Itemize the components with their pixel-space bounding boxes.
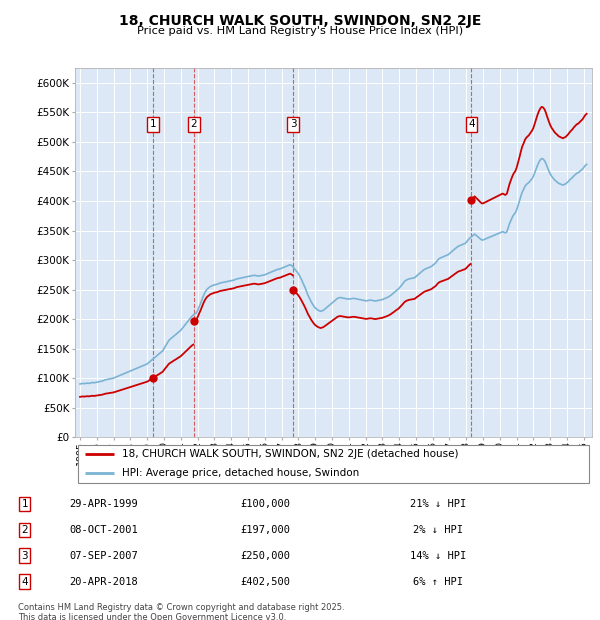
Text: 07-SEP-2007: 07-SEP-2007	[70, 551, 139, 560]
Text: 29-APR-1999: 29-APR-1999	[70, 499, 139, 509]
Text: 3: 3	[290, 119, 296, 130]
Text: 21% ↓ HPI: 21% ↓ HPI	[410, 499, 466, 509]
Text: 2: 2	[191, 119, 197, 130]
Text: 3: 3	[22, 551, 28, 560]
Text: HPI: Average price, detached house, Swindon: HPI: Average price, detached house, Swin…	[122, 469, 359, 479]
Text: 1: 1	[22, 499, 28, 509]
FancyBboxPatch shape	[77, 445, 589, 483]
Text: £100,000: £100,000	[241, 499, 290, 509]
Text: 2% ↓ HPI: 2% ↓ HPI	[413, 525, 463, 535]
Text: 6% ↑ HPI: 6% ↑ HPI	[413, 577, 463, 587]
Text: £402,500: £402,500	[241, 577, 290, 587]
Text: £250,000: £250,000	[241, 551, 290, 560]
Text: Contains HM Land Registry data © Crown copyright and database right 2025.
This d: Contains HM Land Registry data © Crown c…	[18, 603, 344, 620]
Text: 08-OCT-2001: 08-OCT-2001	[70, 525, 139, 535]
Text: 18, CHURCH WALK SOUTH, SWINDON, SN2 2JE: 18, CHURCH WALK SOUTH, SWINDON, SN2 2JE	[119, 14, 481, 28]
Text: 2: 2	[22, 525, 28, 535]
Text: 20-APR-2018: 20-APR-2018	[70, 577, 139, 587]
Text: £197,000: £197,000	[241, 525, 290, 535]
Text: 1: 1	[149, 119, 156, 130]
Text: Price paid vs. HM Land Registry's House Price Index (HPI): Price paid vs. HM Land Registry's House …	[137, 26, 463, 36]
Text: 18, CHURCH WALK SOUTH, SWINDON, SN2 2JE (detached house): 18, CHURCH WALK SOUTH, SWINDON, SN2 2JE …	[122, 449, 458, 459]
Text: 4: 4	[22, 577, 28, 587]
Text: 4: 4	[468, 119, 475, 130]
Text: 14% ↓ HPI: 14% ↓ HPI	[410, 551, 466, 560]
